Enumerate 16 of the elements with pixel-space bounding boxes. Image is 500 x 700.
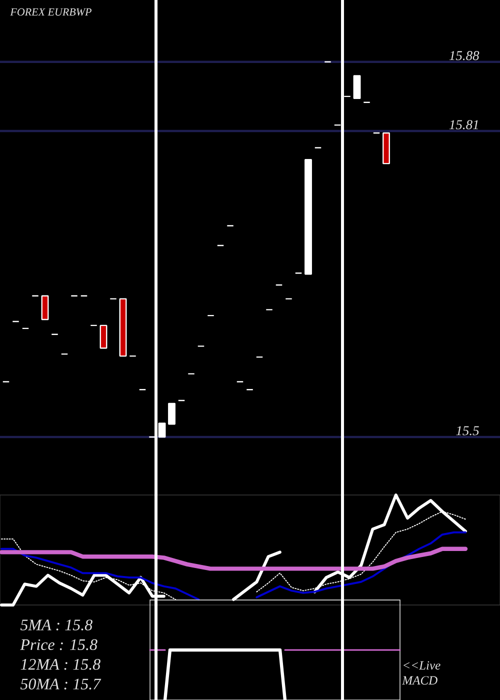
ref-line-label: 15.5	[456, 426, 479, 436]
ref-line-label: 15.81	[449, 120, 478, 130]
chart-title: FOREX EURBWP	[10, 8, 92, 16]
candlestick	[353, 75, 361, 100]
candlestick	[119, 298, 127, 357]
candlestick	[304, 159, 312, 275]
text: 5MA : 15.8	[20, 620, 92, 630]
candlestick	[382, 132, 390, 164]
candlestick	[168, 402, 176, 425]
candlestick	[100, 324, 108, 349]
text: 12MA : 15.8	[20, 658, 100, 670]
text: 50MA : 15.7	[20, 678, 102, 690]
text: <<Live MACD	[402, 661, 440, 685]
ref-line-label: 15.88	[449, 51, 480, 60]
candlestick	[41, 295, 49, 320]
text: Price : 15.8	[20, 639, 98, 650]
